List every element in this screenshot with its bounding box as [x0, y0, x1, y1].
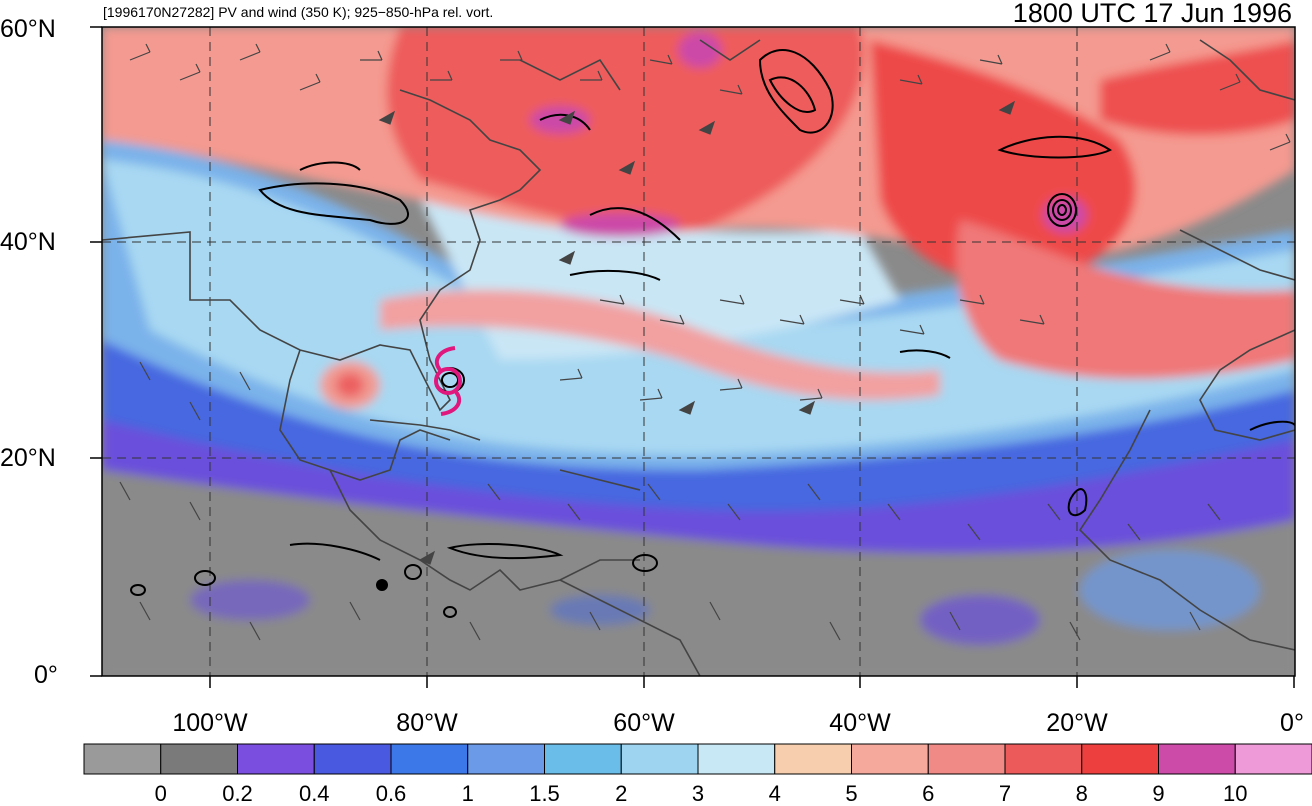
colorbar-tick-label: 1.5 [529, 781, 560, 806]
lon-label-20w: 20°W [1046, 709, 1108, 737]
colorbar-tick-label: 1 [461, 781, 474, 806]
wind-barbs [119, 43, 1291, 641]
colorbar-swatch [83, 743, 162, 775]
colorbar-swatch [774, 743, 852, 775]
colorbar [83, 743, 1312, 775]
colorbar-swatch [467, 743, 545, 775]
colorbar-tick-label: 0 [154, 781, 167, 806]
colorbar-tick-label: 0.4 [298, 781, 330, 806]
colorbar-tick-label: 0.2 [222, 781, 253, 806]
colorbar-swatch [851, 743, 929, 775]
colorbar-swatch [544, 743, 622, 775]
lat-label-60n: 60°N [0, 15, 56, 43]
colorbar-tick-label: 9 [1152, 781, 1165, 806]
lon-label-60w: 60°W [613, 709, 675, 737]
colorbar-tick-label: 3 [691, 781, 705, 806]
colorbar-tick-label: 2 [615, 781, 628, 806]
lon-label-80w: 80°W [396, 709, 458, 737]
colorbar-swatch [313, 743, 392, 775]
vorticity-max-dot [376, 579, 388, 591]
colorbar-swatch [927, 743, 1006, 775]
colorbar-tick-label: 8 [1075, 781, 1088, 806]
colorbar-tick-label: 7 [998, 781, 1012, 806]
map-frame [101, 26, 1296, 677]
figure-title-left: [1996170N27282] PV and wind (350 K); 925… [103, 4, 494, 20]
lon-label-0: 0° [1280, 709, 1304, 737]
colorbar-swatch [160, 743, 238, 775]
colorbar-swatch [390, 743, 469, 775]
coastlines [102, 39, 1295, 676]
colorbar-tick-label: 0.6 [375, 781, 407, 806]
grid-lines [102, 27, 1295, 676]
colorbar-tick-label: 5 [845, 781, 858, 806]
colorbar-swatch [620, 743, 699, 775]
pv-field [102, 27, 1295, 676]
colorbar-tick-label: 6 [922, 781, 935, 806]
axis-ticks [90, 26, 1295, 688]
tropical-cyclone-symbol [434, 346, 462, 416]
lat-label-20n: 20°N [0, 444, 56, 472]
lat-label-40n: 40°N [0, 228, 56, 256]
lon-label-100w: 100°W [172, 709, 248, 737]
colorbar-tick-label: 4 [768, 781, 781, 806]
colorbar-tick-label: 10 [1223, 781, 1248, 806]
colorbar-swatch [1081, 743, 1159, 775]
colorbar-swatch [1234, 743, 1312, 775]
lat-label-equator: 0° [34, 661, 58, 689]
lon-label-40w: 40°W [829, 709, 891, 737]
colorbar-swatch [697, 743, 776, 775]
figure-title-time: 1800 UTC 17 Jun 1996 [1012, 0, 1292, 28]
colorbar-swatch [1004, 743, 1083, 775]
colorbar-swatch [1158, 743, 1236, 775]
colorbar-swatch [237, 743, 315, 775]
